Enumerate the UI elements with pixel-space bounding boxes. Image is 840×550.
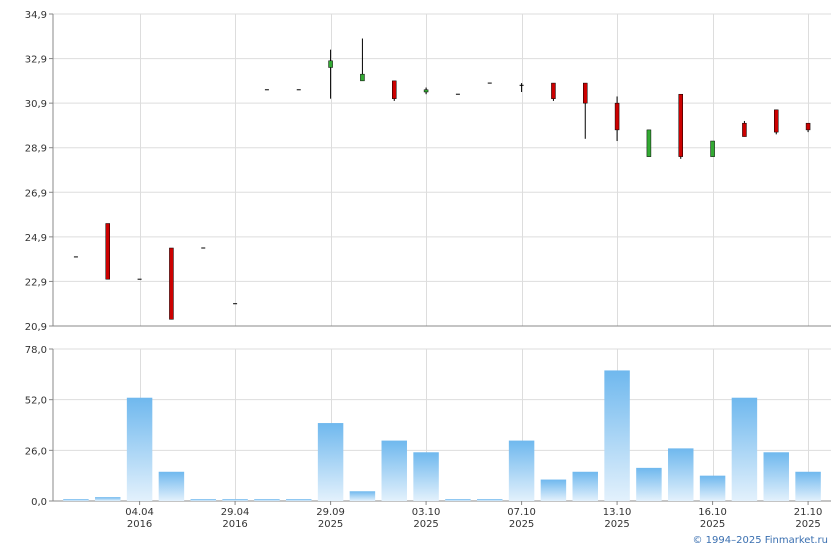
candle-body [328,60,333,68]
volume-bar [795,471,821,501]
candle-body [614,102,620,131]
volume-bar [604,370,630,501]
price-y-tick-label: 30,9 [25,99,47,110]
x-tick-label-year: 2025 [795,519,820,530]
x-tick-label-date: 29.09 [316,507,345,518]
x-tick-label-date: 04.04 [125,507,154,518]
price-y-tick-label: 26,9 [25,188,47,199]
candlestick-series [73,38,811,320]
volume-bar [508,440,535,501]
candle-body [710,140,715,157]
x-tick-label-year: 2025 [509,519,534,530]
candle-body [360,73,365,82]
volume-bar [699,475,726,501]
x-tick-label-year: 2025 [413,519,438,530]
candle [646,129,652,157]
candle [105,223,110,280]
price-y-tick-label: 34,9 [25,10,47,21]
candle [710,140,715,157]
candle [583,82,588,139]
candle-body [646,129,652,157]
candle-body [742,122,747,137]
x-tick-label-year: 2025 [700,519,725,530]
x-tick-label-date: 07.10 [507,507,536,518]
volume-bar [63,499,89,501]
volume-bar [572,471,598,501]
volume-y-axis: 78,0 52,0 26,0 0,0 [25,345,53,508]
volume-bar [731,397,758,501]
volume-y-tick-label: 52,0 [25,396,47,407]
volume-bar [126,397,153,501]
candle [360,38,365,82]
x-axis: 04.04201629.04201629.09202503.10202507.1… [125,501,822,530]
volume-bar [158,471,185,501]
volume-bar [668,448,694,501]
volume-y-tick-label: 26,0 [25,446,47,457]
volume-bar [190,499,216,501]
volume-y-tick-label: 78,0 [25,345,47,356]
price-y-tick-label: 22,9 [25,277,47,288]
volume-bar [317,423,344,501]
candle-body [169,247,174,320]
price-y-axis: 34,9 32,9 30,9 28,9 26,9 24,9 22,9 20,9 [25,10,53,333]
x-tick-label-date: 03.10 [412,507,441,518]
volume-bar [477,499,503,501]
volume-bar [413,452,439,501]
volume-bar [381,440,407,501]
candle [551,82,556,101]
copyright-text: © 1994–2025 Finmarket.ru [692,535,828,546]
candle-body [551,82,556,99]
candle-body [774,109,779,133]
candle-body [583,82,588,104]
volume-series [63,370,821,501]
candle [678,93,683,159]
candle [614,96,620,142]
volume-bar [636,467,662,501]
candle-body [678,93,683,157]
candle [805,122,811,133]
x-tick-label-date: 29.04 [221,507,250,518]
volume-y-tick-label: 0,0 [31,497,47,508]
volume-bar [763,452,789,501]
x-tick-label-date: 16.10 [698,507,727,518]
x-tick-label-date: 13.10 [603,507,632,518]
candle-body [392,80,397,99]
candle [169,247,174,320]
volume-bar [540,479,567,501]
volume-bar [445,499,471,501]
volume-bar [286,499,312,501]
x-tick-label-date: 21.10 [794,507,823,518]
candle [392,80,397,101]
x-tick-label-year: 2025 [604,519,629,530]
volume-bar [254,499,280,501]
price-y-tick-label: 24,9 [25,233,47,244]
price-y-tick-label: 28,9 [25,144,47,155]
candle-body [423,89,429,93]
volume-bar [222,499,248,501]
price-y-tick-label: 32,9 [25,55,47,66]
candle [774,109,779,135]
x-tick-label-year: 2016 [222,519,247,530]
x-tick-label-year: 2016 [127,519,152,530]
volume-bar [349,491,376,501]
candle [423,87,429,95]
candle-body [805,122,811,131]
x-tick-label-year: 2025 [318,519,343,530]
candle [742,120,747,137]
candle [328,49,333,99]
candle [519,83,524,92]
price-y-tick-label: 20,9 [25,322,47,333]
volume-bar [95,497,121,501]
candle-body [105,223,110,280]
